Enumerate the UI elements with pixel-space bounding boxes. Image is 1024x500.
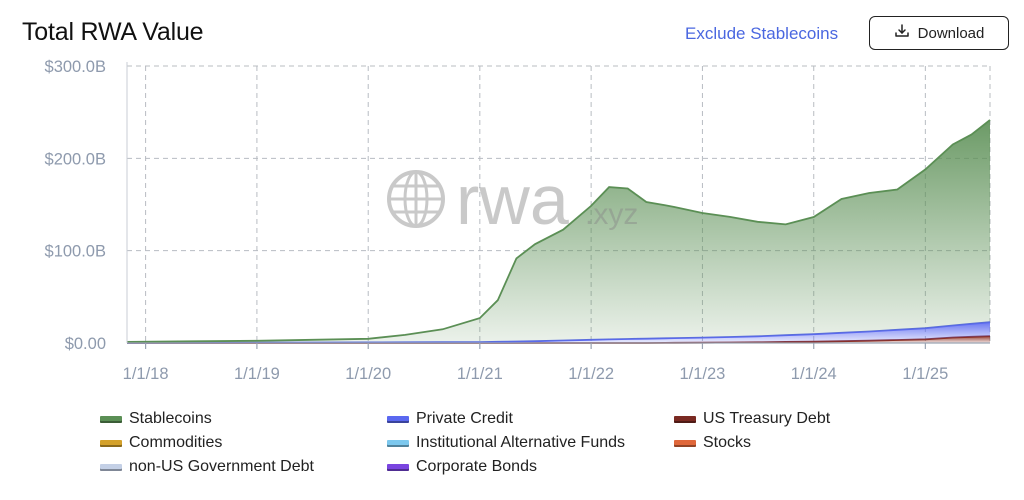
exclude-stablecoins-toggle[interactable]: Exclude Stablecoins: [685, 24, 839, 43]
legend-label: Stablecoins: [129, 410, 212, 427]
legend-label: non-US Government Debt: [129, 458, 314, 475]
legend-swatch: [100, 439, 122, 447]
legend-label: Corporate Bonds: [416, 458, 537, 475]
legend-label: US Treasury Debt: [703, 410, 831, 427]
area-private-credit: [127, 322, 990, 343]
legend-item[interactable]: Institutional Alternative Funds: [387, 434, 674, 452]
x-tick-label: 1/1/23: [679, 365, 725, 383]
x-tick-label: 1/1/21: [457, 365, 503, 383]
x-tick-label: 1/1/22: [568, 365, 614, 383]
watermark: rwa .xyz: [387, 161, 638, 239]
legend-label: Stocks: [703, 434, 752, 451]
x-tick-label: 1/1/24: [791, 365, 837, 383]
x-tick-label: 1/1/19: [234, 365, 280, 383]
legend-item[interactable]: Stocks: [674, 434, 874, 452]
x-tick-label: 1/1/25: [902, 365, 948, 383]
legend-swatch: [100, 415, 122, 423]
area-us-treasury-debt: [127, 336, 990, 343]
y-tick-label: $100.0B: [45, 243, 106, 261]
legend-label: Institutional Alternative Funds: [416, 434, 626, 451]
download-icon: [894, 23, 910, 43]
line-stablecoins: [126, 119, 991, 343]
legend-item[interactable]: Private Credit: [387, 410, 674, 428]
legend-item[interactable]: non-US Government Debt: [100, 458, 387, 476]
legend-item[interactable]: Commodities: [100, 434, 387, 452]
x-tick-label: 1/1/18: [123, 365, 169, 383]
legend-swatch: [674, 439, 696, 447]
legend-label: Private Credit: [416, 410, 513, 427]
legend-swatch: [387, 463, 409, 471]
legend-swatch: [674, 415, 696, 423]
download-button[interactable]: Download: [869, 16, 1009, 50]
legend-item[interactable]: Stablecoins: [100, 410, 387, 428]
watermark-text: rwa: [456, 161, 569, 239]
chart-legend: Stablecoins Private Credit US Treasury Deb…: [100, 410, 874, 476]
y-tick-label: $300.0B: [45, 58, 106, 76]
legend-label: Commodities: [129, 434, 223, 451]
area-stablecoins: [127, 120, 990, 343]
y-tick-label: $200.0B: [45, 150, 106, 168]
x-tick-label: 1/1/20: [345, 365, 391, 383]
y-tick-label: $0.00: [65, 335, 106, 353]
watermark-suffix: .xyz: [585, 198, 638, 231]
legend-swatch: [387, 439, 409, 447]
download-label: Download: [917, 24, 985, 42]
globe-icon: [387, 170, 445, 228]
legend-item[interactable]: US Treasury Debt: [674, 410, 874, 428]
legend-swatch: [100, 463, 122, 471]
page-title: Total RWA Value: [22, 18, 204, 46]
legend-item[interactable]: Corporate Bonds: [387, 458, 674, 476]
legend-swatch: [387, 415, 409, 423]
